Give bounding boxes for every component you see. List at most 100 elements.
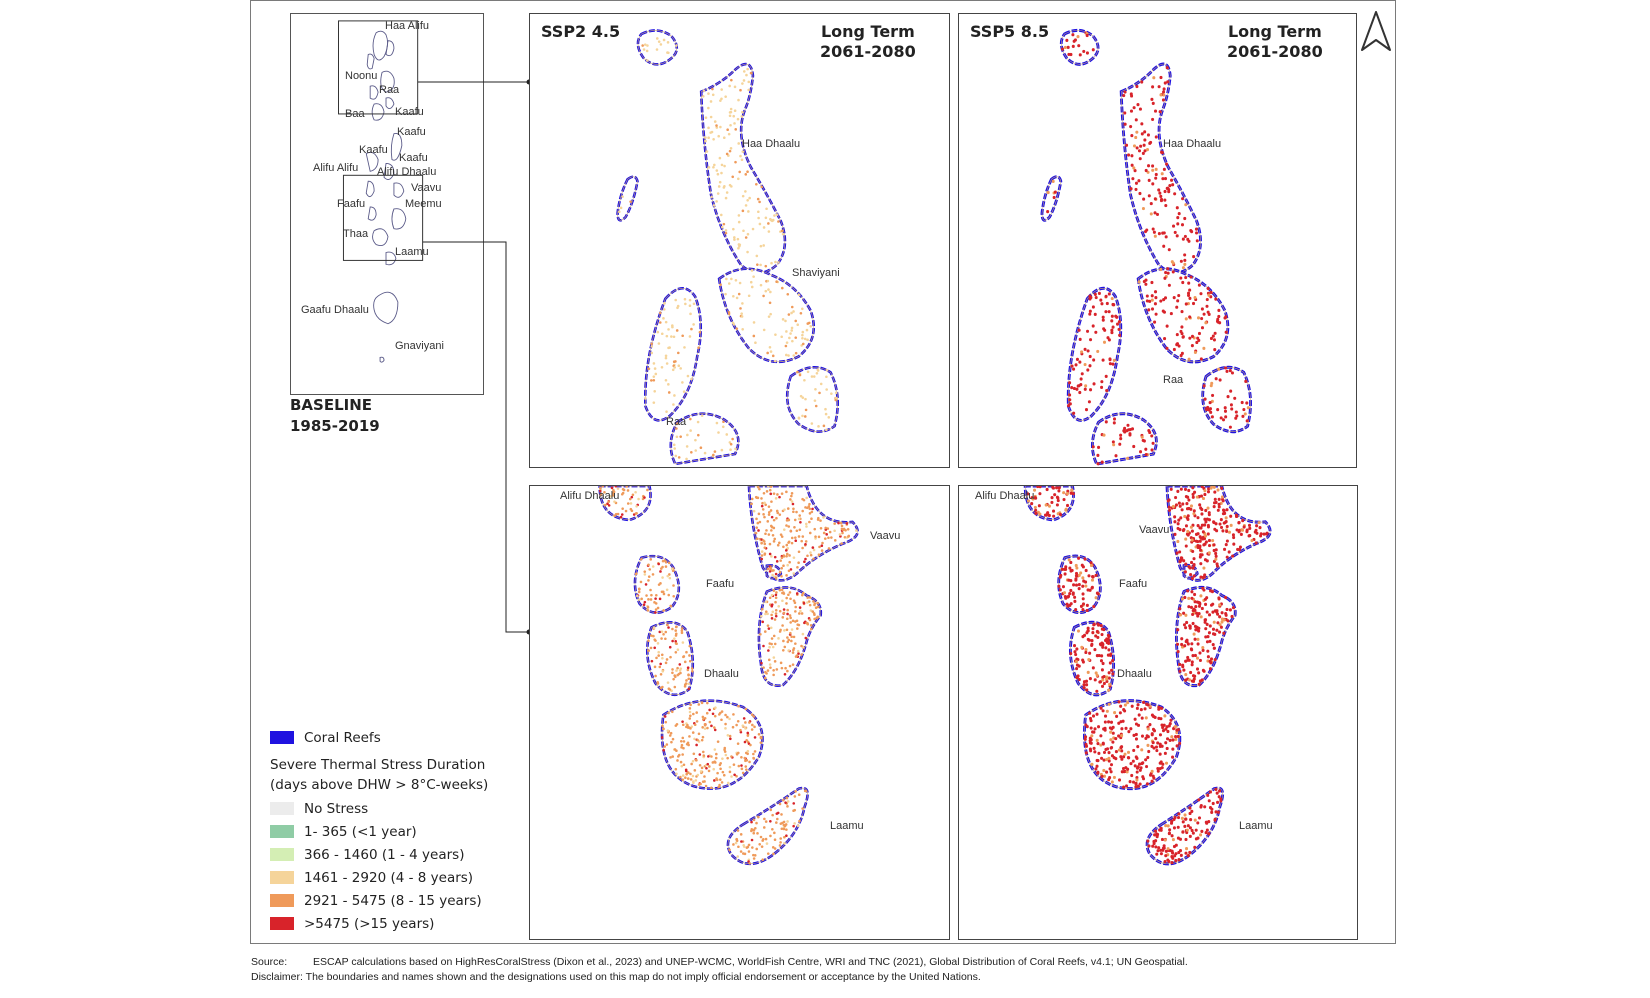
stress-cell: [679, 435, 682, 438]
stress-cell: [1158, 752, 1162, 756]
stress-cell: [658, 597, 662, 601]
stress-cell: [1100, 684, 1105, 688]
stress-cell: [787, 649, 790, 652]
stress-cell: [1176, 642, 1180, 646]
stress-cell: [788, 560, 791, 564]
stress-cell: [1203, 517, 1207, 521]
stress-cell: [686, 433, 689, 437]
stress-cell: [1146, 839, 1150, 843]
stress-cell: [1033, 488, 1037, 492]
stress-cell: [1142, 197, 1146, 201]
stress-cell: [1174, 503, 1178, 507]
stress-cell: [766, 520, 770, 523]
stress-cell: [741, 82, 744, 85]
stress-cell: [1110, 314, 1114, 318]
stress-cell: [798, 528, 802, 532]
stress-cell: [668, 688, 672, 691]
overview-label-laamu: Laamu: [395, 246, 429, 258]
stress-cell: [808, 618, 812, 622]
stress-cell: [643, 43, 647, 46]
stress-cell: [1136, 784, 1140, 788]
stress-cell: [755, 182, 758, 186]
stress-cell: [1083, 347, 1087, 351]
stress-cell: [1140, 80, 1144, 84]
stress-cell: [674, 767, 678, 771]
stress-cell: [1181, 237, 1185, 241]
stress-cell: [776, 493, 779, 496]
stress-cell: [1147, 164, 1151, 168]
stress-cell: [1177, 293, 1181, 298]
stress-cell: [785, 602, 788, 605]
stress-cell: [1102, 768, 1106, 773]
stress-cell: [1240, 400, 1244, 405]
legend-class-label-5: >5475 (>15 years): [304, 915, 435, 932]
stress-cell: [1159, 852, 1163, 856]
stress-cell: [789, 332, 792, 335]
stress-cell: [1168, 738, 1172, 742]
stress-cell: [662, 748, 665, 752]
stress-cell: [1142, 777, 1146, 781]
stress-cell: [688, 735, 691, 738]
stress-cell: [762, 826, 766, 829]
stress-cell: [1097, 291, 1101, 295]
stress-cell: [673, 394, 676, 397]
stress-cell: [1223, 547, 1227, 551]
stress-cell: [680, 627, 684, 630]
stress-cell: [1194, 604, 1198, 609]
stress-cell: [794, 655, 798, 658]
stress-cell: [1150, 434, 1154, 438]
stress-cell: [1077, 582, 1081, 587]
stress-cell: [666, 41, 670, 44]
stress-cell: [1199, 553, 1203, 557]
stress-cell: [1222, 509, 1226, 513]
stress-cell: [1238, 545, 1242, 549]
stress-cell: [1151, 164, 1155, 168]
stress-cell: [1206, 655, 1210, 659]
stress-cell: [657, 654, 660, 657]
stress-cell: [1107, 671, 1111, 675]
stress-cell: [792, 599, 796, 602]
stress-cell: [1068, 592, 1072, 596]
stress-cell: [1059, 512, 1063, 517]
stress-cell: [1056, 498, 1060, 503]
stress-cell: [825, 368, 829, 372]
stress-cell: [672, 594, 676, 598]
stress-cell: [1178, 669, 1182, 673]
panel-a-term: Long Term 2061-2080: [820, 22, 916, 62]
stress-cell: [1183, 824, 1187, 828]
stress-cell: [1150, 307, 1155, 311]
stress-cell: [1219, 625, 1223, 629]
stress-cell: [1161, 729, 1165, 733]
stress-cell: [727, 132, 731, 136]
stress-cell: [781, 616, 785, 619]
stress-cell: [1211, 627, 1216, 631]
stress-cell: [662, 592, 666, 596]
stress-cell: [821, 541, 824, 545]
stress-cell: [1134, 135, 1138, 140]
stress-cell: [736, 237, 740, 241]
stress-cell: [1101, 318, 1105, 322]
stress-cell: [1075, 667, 1079, 671]
stress-cell: [1218, 603, 1222, 607]
stress-cell: [1114, 750, 1118, 754]
stress-cell: [682, 746, 685, 750]
stress-cell: [1154, 290, 1158, 294]
stress-cell: [1110, 754, 1114, 758]
stress-cell: [790, 329, 794, 332]
stress-cell: [1193, 653, 1197, 658]
stress-cell: [801, 807, 804, 810]
stress-cell: [764, 600, 768, 604]
stress-cell: [699, 446, 703, 450]
stress-cell: [784, 319, 787, 323]
stress-cell: [1097, 445, 1101, 449]
stress-cell: [773, 831, 776, 835]
stress-cell: [785, 519, 789, 522]
stress-cell: [1211, 334, 1215, 338]
stress-cell: [697, 433, 700, 437]
stress-cell: [771, 645, 775, 649]
stress-cell: [693, 769, 697, 772]
stress-cell: [774, 576, 778, 580]
stress-cell: [1046, 511, 1050, 515]
stress-cell: [1077, 44, 1081, 48]
stress-cell: [801, 333, 804, 337]
